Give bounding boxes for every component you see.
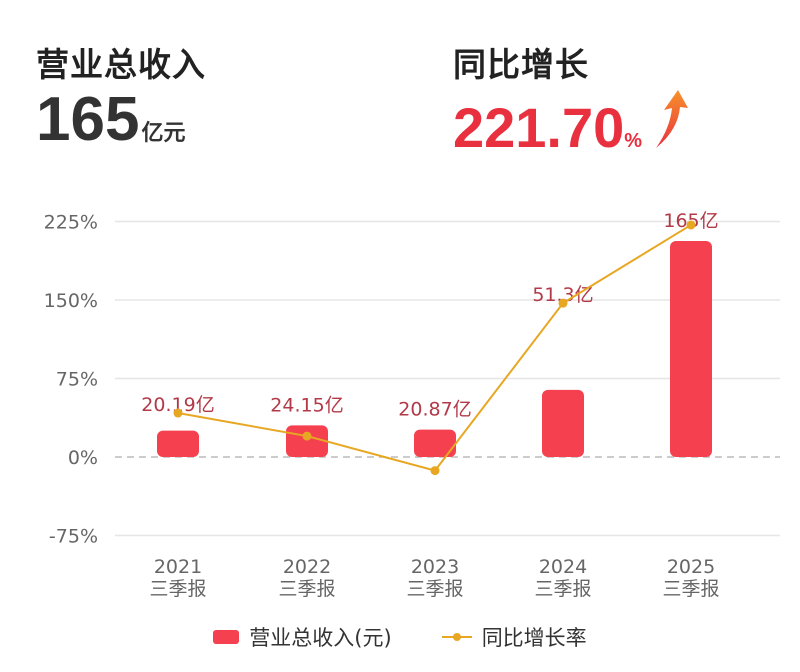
legend-label: 营业总收入(元) [249,626,392,650]
growth-point [302,431,312,441]
bar-data-label: 51.3亿 [532,284,593,306]
bar-data-label: 20.87亿 [398,399,471,421]
y-tick-label: 150% [44,290,98,312]
x-tick-label: 2023 [411,556,459,578]
growth-title: 同比增长 [453,45,589,84]
bar [157,430,199,457]
revenue-number: 165 [36,85,140,154]
legend-label: 同比增长率 [481,626,587,650]
bar [670,241,712,457]
arrow-up-icon [656,90,688,148]
growth-point [430,466,440,476]
legend: 营业总收入(元) 同比增长率 [0,622,800,652]
bar-data-label: 24.15亿 [270,394,343,416]
x-tick-sublabel: 三季报 [662,578,719,600]
legend-line-swatch [441,633,472,641]
chart: 225% 150% 75% 0% -75% 20.19亿 24.15亿 20.87亿 51.3亿… [44,210,780,600]
growth-unit: % [624,130,643,152]
x-tick-sublabel: 三季报 [406,578,463,600]
legend-bar-swatch [213,630,240,644]
x-tick-label: 2022 [283,556,331,578]
growth-point [558,298,568,308]
revenue-title: 营业总收入 [36,45,206,84]
x-tick-sublabel: 三季报 [278,578,335,600]
y-tick-label: -75% [49,526,98,548]
legend-item-revenue[interactable]: 营业总收入(元) [213,622,392,652]
y-tick-label: 75% [56,369,98,391]
legend-item-growth[interactable]: 同比增长率 [441,622,587,652]
y-tick-label: 225% [44,212,98,234]
growth-point [686,220,696,230]
x-tick-label: 2024 [539,556,587,578]
growth-value: 221.70% [453,95,642,160]
revenue-unit: 亿元 [141,120,186,145]
bar [542,389,584,457]
revenue-value: 165亿元 [36,84,185,155]
y-tick-label: 0% [68,447,98,469]
growth-point [173,408,183,418]
x-tick-label: 2025 [667,556,715,578]
x-tick-sublabel: 三季报 [534,578,591,600]
bar [414,429,456,457]
x-tick-label: 2021 [154,556,202,578]
x-tick-sublabel: 三季报 [149,578,206,600]
growth-number: 221.70 [453,96,625,159]
bar [286,425,328,457]
bar-data-label: 20.19亿 [141,394,214,416]
